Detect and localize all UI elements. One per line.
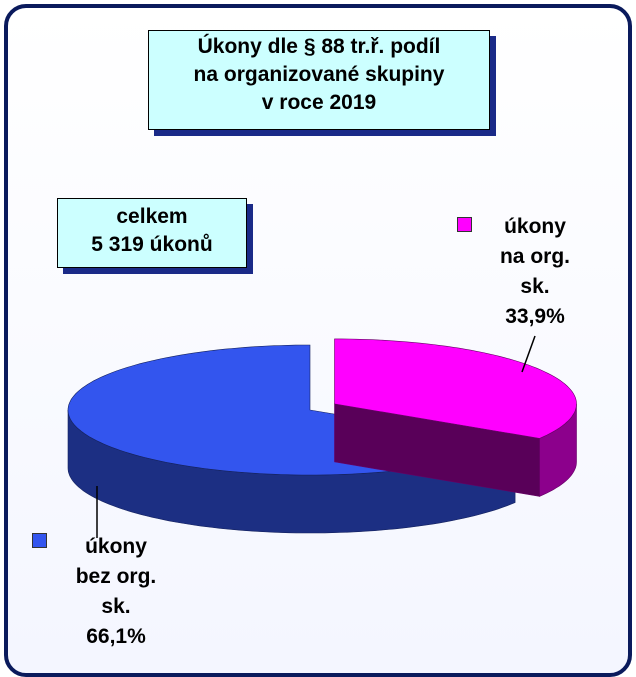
- slice: [334, 338, 577, 497]
- slice-label: úkony na org. sk. 33,9%: [494, 212, 576, 332]
- chart-title: Úkony dle § 88 tr.ř. podíl na organizova…: [148, 30, 490, 130]
- slice-top: [334, 338, 577, 439]
- total-box: celkem 5 319 úkonů: [57, 198, 247, 268]
- annotation-line: celkem: [116, 205, 188, 228]
- legend-swatch: [457, 217, 472, 232]
- title-line: na organizované skupiny: [193, 63, 445, 86]
- title-line: v roce 2019: [261, 91, 377, 114]
- slice-label: úkony bez org. sk. 66,1%: [66, 532, 166, 652]
- value-label: 66,1%: [86, 625, 146, 648]
- title-line: Úkony dle § 88 tr.ř. podíl: [197, 35, 441, 58]
- category-label: úkony na org. sk.: [499, 215, 570, 298]
- leader-line: [521, 335, 536, 373]
- category-label: úkony bez org. sk.: [75, 535, 157, 618]
- annotation-line: 5 319 úkonů: [91, 233, 213, 256]
- value-label: 33,9%: [505, 305, 565, 328]
- legend-swatch: [32, 533, 47, 548]
